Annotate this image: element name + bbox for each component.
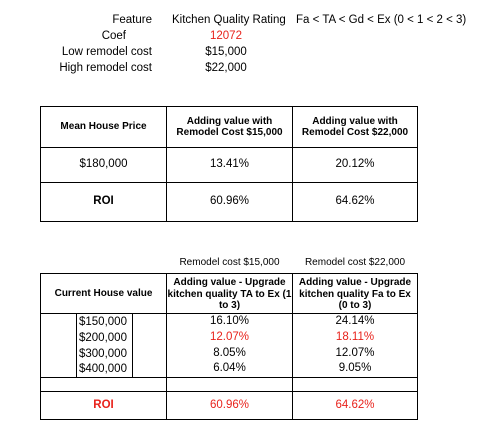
table1-roi-22000: 64.62%	[335, 195, 375, 208]
high-remodel-value: $22,000	[205, 62, 247, 74]
feature-value: Kitchen Quality Rating	[172, 14, 286, 26]
table2-row3-house-value: $300,000	[79, 348, 127, 360]
table2-row4-value-22000: 9.05%	[338, 362, 372, 375]
table2-roi-22000: 64.62%	[335, 398, 375, 411]
table2-row2-value-22000: 18.11%	[335, 331, 375, 344]
table2-row2-value-15000: 12.07%	[209, 331, 249, 344]
table2-row3-value-15000: 8.05%	[213, 347, 246, 360]
table1-roi-label: ROI	[93, 195, 114, 208]
table2-row3-value-22000: 12.07%	[335, 347, 375, 360]
table2-header-upgrade-fa-ex: Adding value - Upgrade kitchen quality F…	[298, 277, 412, 312]
table1-header-remodel-22000: Adding value with Remodel Cost $22,000	[301, 115, 409, 139]
low-remodel-label: Low remodel cost	[61, 46, 152, 58]
table2-header-upgrade-ta-ex: Adding value - Upgrade kitchen quality T…	[167, 277, 292, 312]
table1-mean-price: $180,000	[79, 158, 128, 171]
coef-label: Coef	[101, 30, 126, 42]
table2-roi-label: ROI	[93, 398, 114, 411]
table2-caption-15000: Remodel cost $15,000	[179, 257, 280, 268]
table2-row1-house-value: $150,000	[79, 316, 127, 328]
table1-roi-15000: 60.96%	[209, 195, 249, 208]
table2-row4-house-value: $400,000	[79, 363, 127, 375]
feature-label: Feature	[112, 14, 152, 26]
table2-header-house-value: Current House value	[54, 287, 153, 299]
table1-header-mean-price: Mean House Price	[60, 121, 147, 133]
table2-row1-value-15000: 16.10%	[209, 315, 249, 328]
coef-value: 12072	[210, 30, 242, 42]
table1-value-15000: 13.41%	[209, 158, 249, 171]
high-remodel-label: High remodel cost	[59, 62, 152, 74]
table1-value-22000: 20.12%	[335, 158, 375, 171]
table2-row1-value-22000: 24.14%	[335, 315, 375, 328]
table2-caption-22000: Remodel cost $22,000	[304, 257, 406, 268]
table2-roi-15000: 60.96%	[209, 398, 249, 411]
feature-scale: Fa < TA < Gd < Ex (0 < 1 < 2 < 3)	[296, 14, 467, 26]
table1-header-remodel-15000: Adding value with Remodel Cost $15,000	[176, 115, 283, 139]
low-remodel-value: $15,000	[205, 46, 247, 58]
table2-row4-value-15000: 6.04%	[213, 362, 246, 375]
table2-row2-house-value: $200,000	[79, 332, 127, 344]
